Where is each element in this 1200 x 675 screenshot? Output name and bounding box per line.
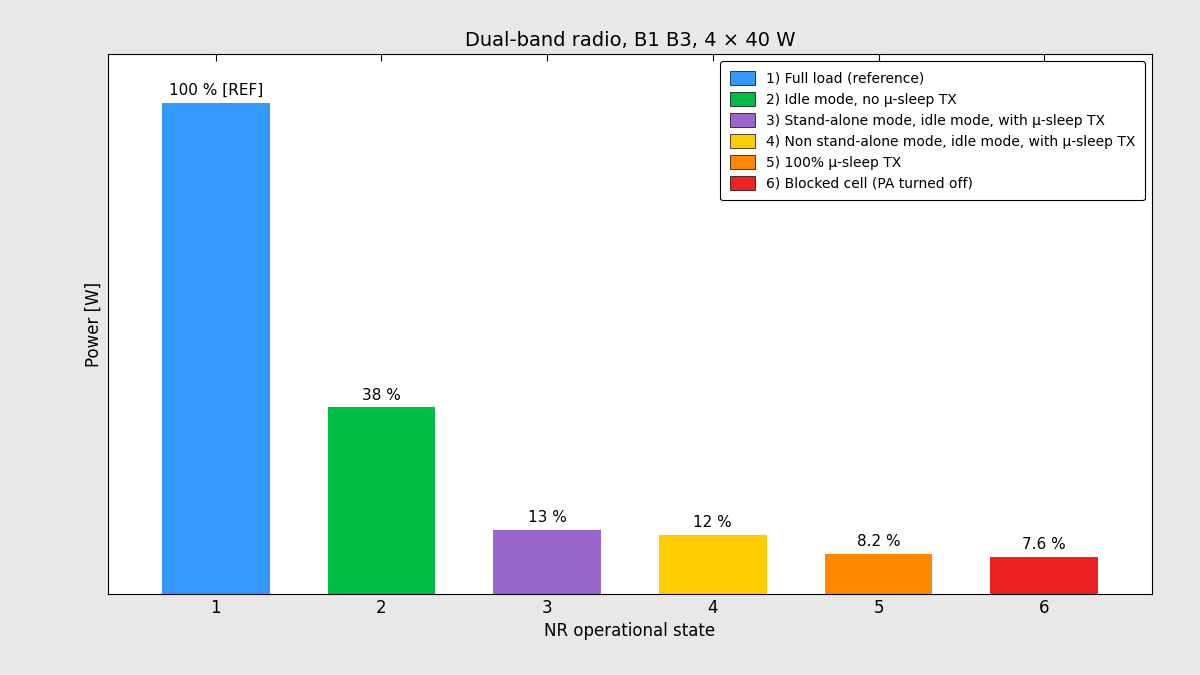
Text: 38 %: 38 % [362, 387, 401, 402]
Bar [493, 530, 601, 594]
X-axis label: NR operational state: NR operational state [545, 622, 715, 641]
Legend: 1) Full load (reference), 2) Idle mode, no μ-sleep TX, 3) Stand-alone mode, idle: 1) Full load (reference), 2) Idle mode, … [720, 61, 1145, 200]
Y-axis label: Power [W]: Power [W] [84, 281, 102, 367]
Bar [990, 557, 1098, 594]
Text: 8.2 %: 8.2 % [857, 534, 900, 549]
Bar [162, 103, 270, 594]
Bar [824, 554, 932, 594]
Bar [328, 408, 436, 594]
Text: 12 %: 12 % [694, 515, 732, 530]
Title: Dual-band radio, B1 B3, 4 × 40 W: Dual-band radio, B1 B3, 4 × 40 W [464, 30, 796, 50]
Text: 100 % [REF]: 100 % [REF] [168, 83, 263, 98]
Text: 13 %: 13 % [528, 510, 566, 525]
Text: 7.6 %: 7.6 % [1022, 537, 1066, 551]
Bar [659, 535, 767, 594]
